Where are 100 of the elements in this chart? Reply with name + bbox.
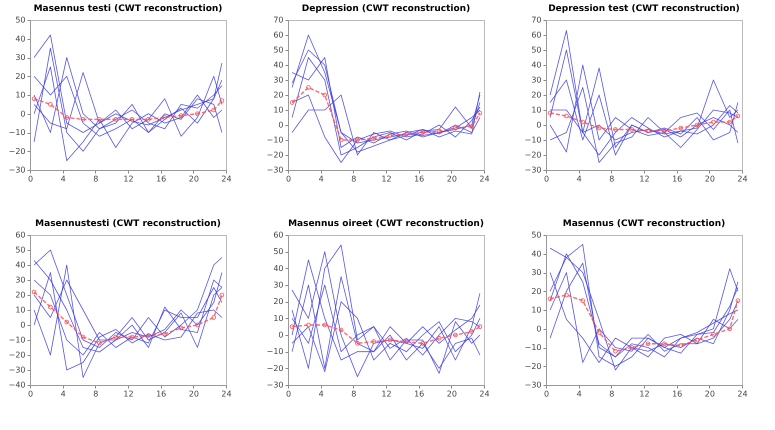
- y-tick-label: 30: [531, 268, 542, 277]
- x-tick-label: 24: [479, 390, 490, 398]
- x-tick-label: 12: [123, 174, 134, 184]
- x-tick-label: 0: [544, 174, 550, 184]
- y-tick-label: 0: [278, 120, 284, 130]
- x-tick-label: 8: [93, 174, 98, 184]
- y-tick-label: −10: [524, 343, 542, 352]
- y-tick-label: 0: [536, 120, 542, 130]
- y-tick-label: 10: [531, 306, 542, 314]
- chart-title: Depression (CWT reconstruction): [302, 4, 470, 14]
- x-tick-label: 16: [414, 174, 424, 184]
- x-tick-label: 16: [672, 390, 682, 398]
- y-tick-label: 70: [531, 16, 542, 24]
- x-tick-label: 4: [318, 174, 324, 184]
- y-tick-label: 60: [531, 30, 542, 40]
- y-tick-label: 20: [273, 90, 284, 100]
- x-tick-label: 8: [351, 390, 356, 398]
- y-tick-label: −30: [266, 380, 284, 390]
- x-tick-label: 8: [609, 390, 614, 398]
- x-tick-label: 12: [639, 390, 650, 398]
- y-tick-label: 50: [15, 16, 26, 24]
- x-tick-label: 20: [704, 390, 715, 398]
- x-tick-label: 24: [221, 174, 232, 184]
- chart-title: Masennus (CWT reconstruction): [562, 219, 726, 229]
- x-tick-label: 4: [60, 390, 66, 398]
- y-tick-label: 20: [273, 297, 284, 306]
- x-tick-label: 0: [544, 390, 550, 398]
- x-tick-label: 24: [221, 390, 232, 398]
- y-tick-label: 40: [273, 264, 284, 273]
- x-tick-label: 12: [381, 174, 392, 184]
- y-tick-label: −20: [8, 350, 26, 360]
- y-tick-label: −30: [8, 366, 26, 374]
- y-tick-label: −10: [266, 347, 284, 356]
- y-tick-label: −10: [8, 336, 26, 344]
- x-tick-label: 20: [446, 174, 457, 184]
- y-tick-label: 0: [278, 330, 284, 340]
- y-tick-label: 60: [273, 230, 284, 240]
- x-tick-label: 16: [414, 390, 424, 398]
- y-tick-label: −20: [524, 362, 542, 371]
- x-tick-label: 20: [188, 174, 199, 184]
- y-tick-label: 10: [273, 314, 284, 323]
- chart-title: Masennustesti (CWT reconstruction): [35, 219, 221, 229]
- y-tick-label: 50: [273, 247, 284, 256]
- y-tick-label: 40: [15, 260, 26, 270]
- x-tick-label: 4: [576, 174, 582, 184]
- y-tick-label: 20: [531, 286, 542, 296]
- y-tick-label: −10: [524, 136, 542, 144]
- y-tick-label: 30: [15, 276, 26, 284]
- x-tick-label: 20: [446, 390, 457, 398]
- x-tick-label: 24: [737, 390, 748, 398]
- y-tick-label: −10: [8, 128, 26, 137]
- y-tick-label: −10: [266, 136, 284, 144]
- y-tick-label: 40: [273, 60, 284, 70]
- x-tick-label: 12: [639, 174, 650, 184]
- y-tick-label: 50: [531, 46, 542, 54]
- chart-title: Masennus testi (CWT reconstruction): [34, 4, 222, 14]
- y-tick-label: 50: [531, 230, 542, 240]
- y-tick-label: −20: [524, 150, 542, 160]
- y-tick-label: 0: [20, 320, 26, 330]
- x-tick-label: 16: [672, 174, 682, 184]
- y-tick-label: 20: [15, 72, 26, 81]
- x-tick-label: 4: [318, 390, 324, 398]
- y-tick-label: 40: [531, 60, 542, 70]
- x-tick-label: 0: [286, 174, 292, 184]
- y-tick-label: 10: [531, 106, 542, 114]
- y-tick-label: 0: [20, 109, 26, 118]
- y-tick-label: 30: [273, 76, 284, 84]
- x-tick-label: 4: [60, 174, 66, 184]
- y-tick-label: −20: [266, 150, 284, 160]
- x-tick-label: 0: [28, 390, 34, 398]
- x-tick-label: 4: [576, 390, 582, 398]
- y-tick-label: −30: [8, 166, 26, 174]
- x-tick-label: 8: [93, 390, 98, 398]
- y-tick-label: 10: [15, 306, 26, 314]
- x-tick-label: 20: [188, 390, 199, 398]
- x-tick-label: 16: [156, 390, 166, 398]
- x-tick-label: 20: [704, 174, 715, 184]
- y-tick-label: 70: [273, 16, 284, 24]
- y-tick-label: −30: [524, 166, 542, 174]
- x-tick-label: 24: [479, 174, 490, 184]
- y-tick-label: 10: [273, 106, 284, 114]
- y-tick-label: −40: [8, 380, 26, 390]
- y-tick-label: 50: [15, 246, 26, 254]
- y-tick-label: 20: [15, 290, 26, 300]
- y-tick-label: 40: [531, 249, 542, 258]
- y-tick-label: 30: [273, 280, 284, 290]
- y-tick-label: 40: [15, 34, 26, 44]
- x-tick-label: 8: [351, 174, 356, 184]
- x-tick-label: 8: [609, 174, 614, 184]
- chart-title: Depression test (CWT reconstruction): [548, 4, 740, 14]
- y-tick-label: 30: [15, 53, 26, 62]
- x-tick-label: 12: [381, 390, 392, 398]
- chart-title: Masennus oireet (CWT reconstruction): [288, 219, 484, 229]
- y-tick-label: 30: [531, 76, 542, 84]
- y-tick-label: 10: [15, 90, 26, 100]
- x-tick-label: 12: [123, 390, 134, 398]
- y-tick-label: 0: [536, 324, 542, 334]
- x-tick-label: 16: [156, 174, 166, 184]
- x-tick-label: 24: [737, 174, 748, 184]
- y-tick-label: 60: [273, 30, 284, 40]
